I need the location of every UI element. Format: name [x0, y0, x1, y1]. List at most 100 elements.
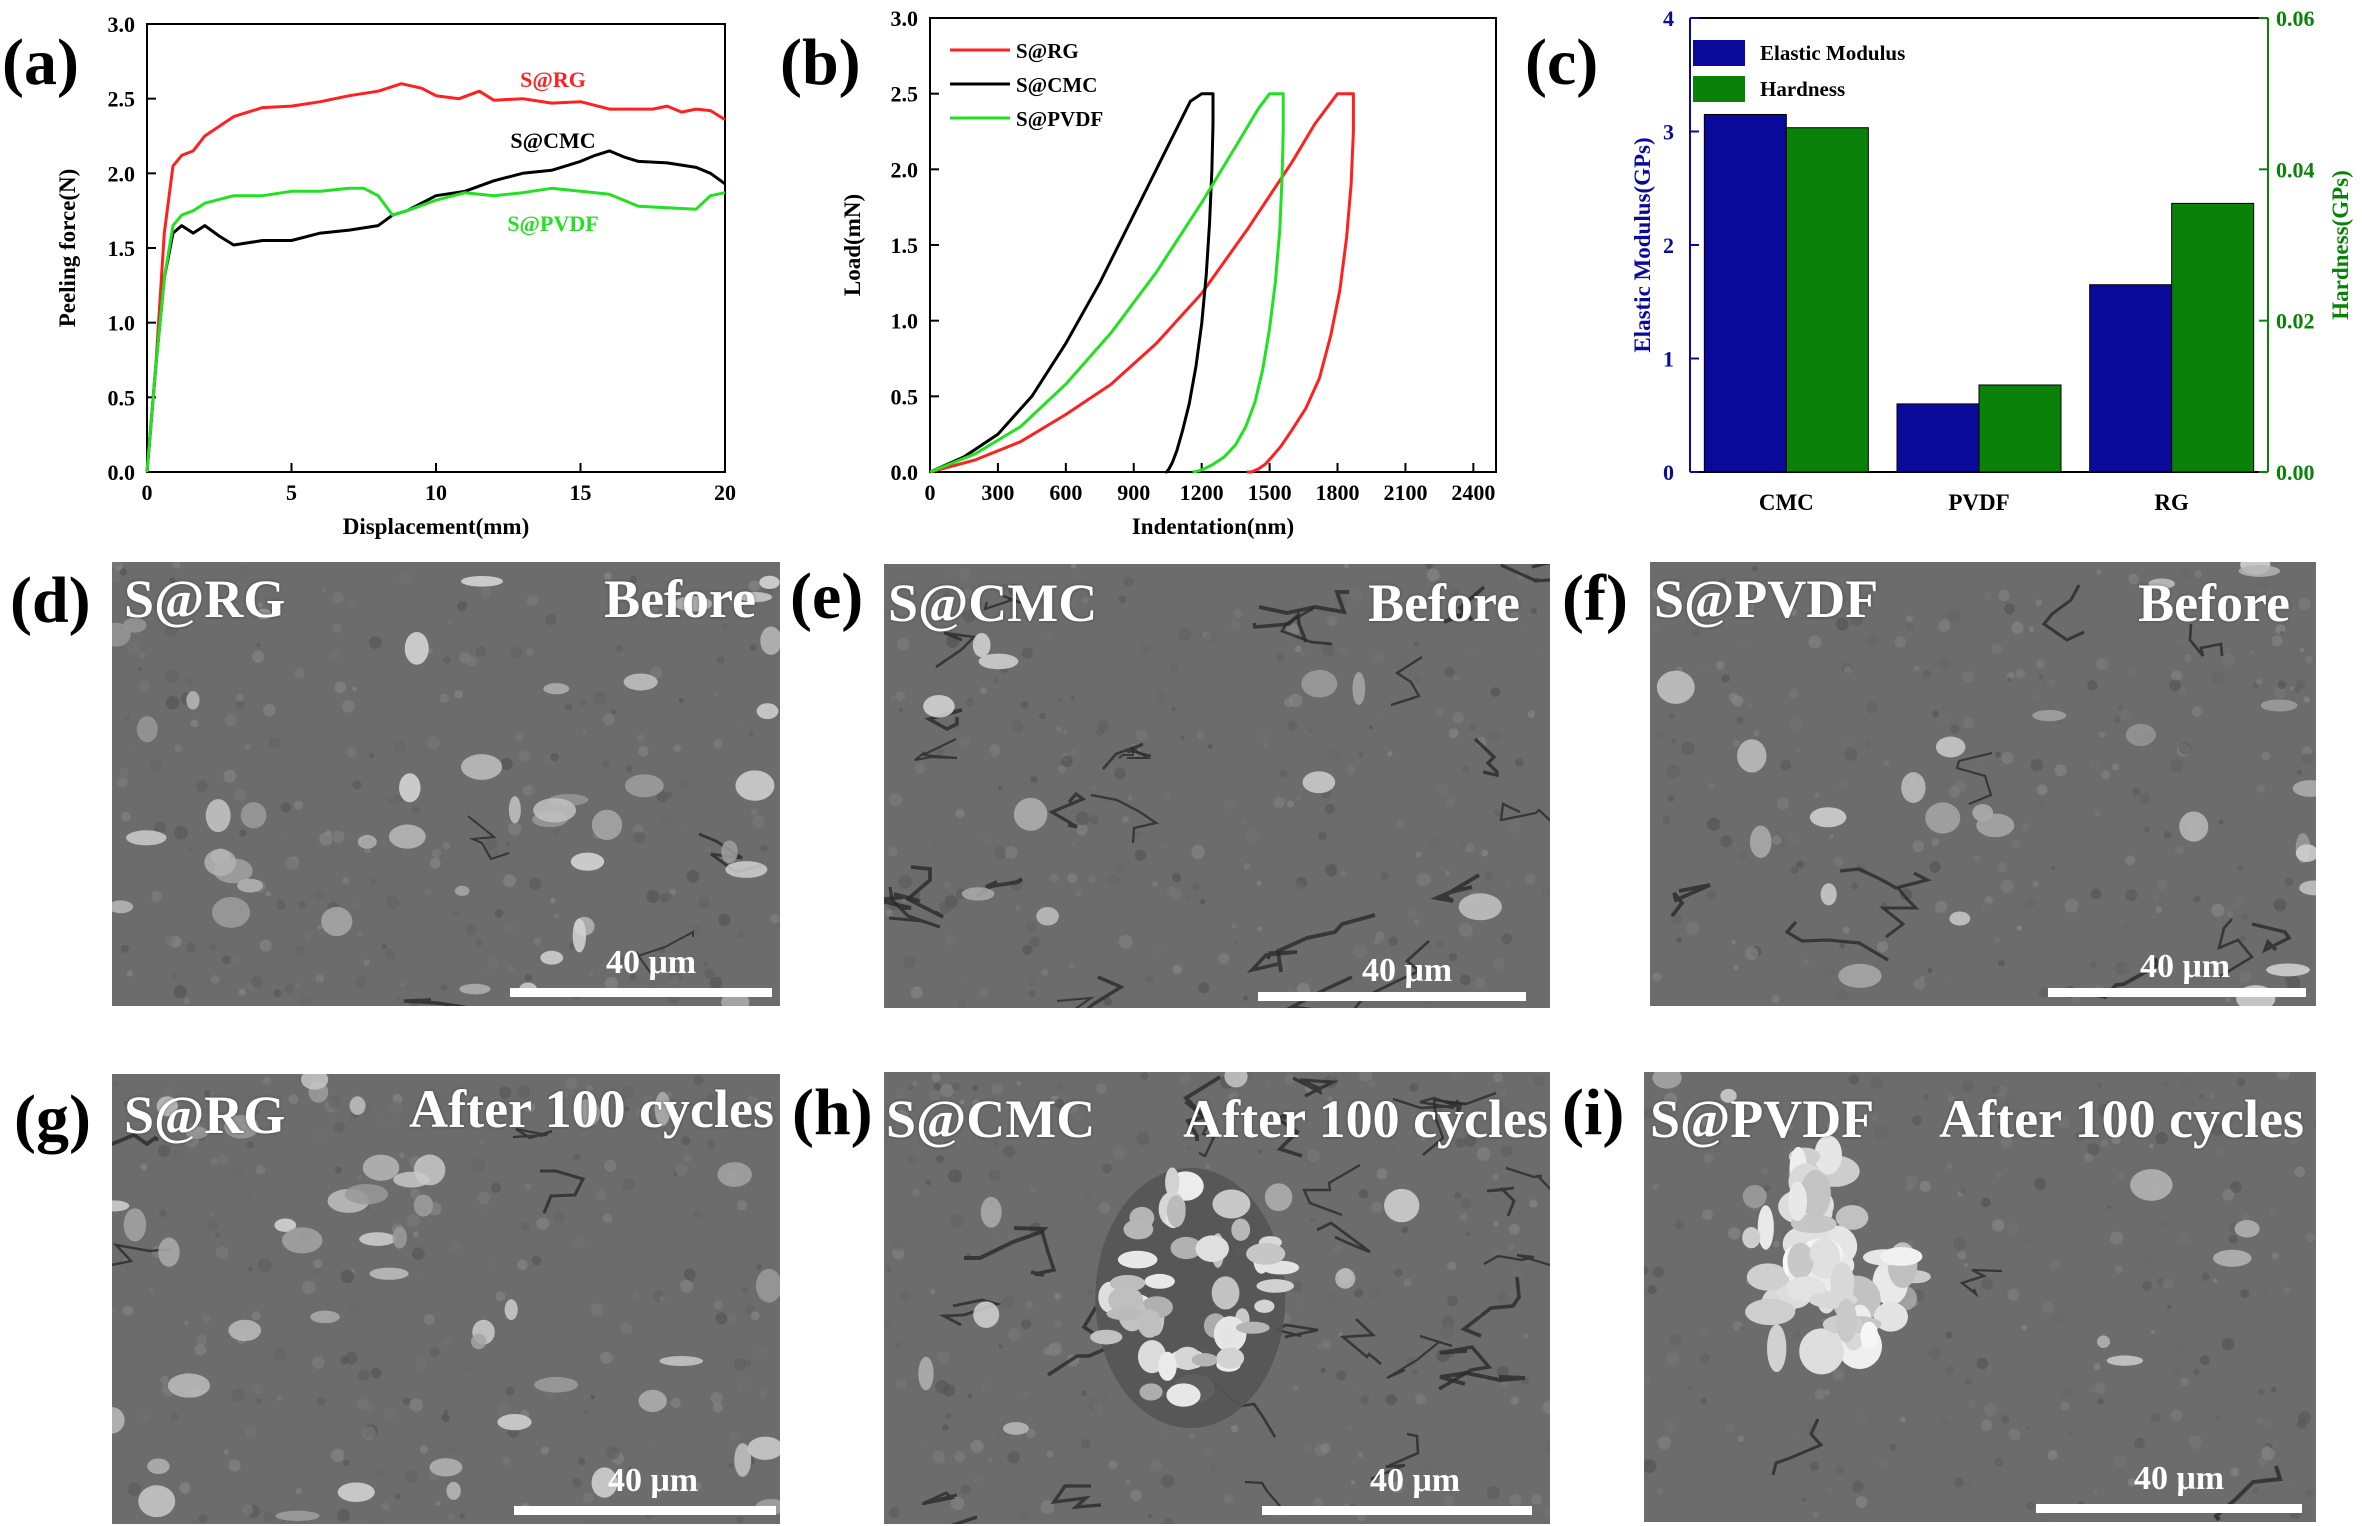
sem-grain — [1001, 583, 1009, 590]
sem-grain — [1007, 1232, 1017, 1242]
sem-image-d: S@RG Before 40 μm — [112, 562, 780, 1006]
sem-grain — [1931, 838, 1940, 847]
sem-grain — [935, 1379, 949, 1394]
sem-grain — [1130, 1489, 1143, 1502]
sem-grain — [1445, 797, 1455, 807]
sem-grain — [2301, 753, 2314, 765]
sem-grain — [1224, 800, 1235, 811]
sem-grain — [1154, 945, 1164, 956]
sem-grain — [1189, 1432, 1195, 1439]
sem-grain — [244, 743, 251, 751]
sem-grain — [1388, 936, 1398, 947]
sem-grain — [2169, 679, 2182, 692]
sem-grain — [1172, 964, 1182, 974]
sem-grain — [256, 1398, 262, 1404]
sem-grain — [729, 1430, 741, 1443]
sem-grain — [2263, 1421, 2270, 1428]
sem-particle — [167, 1373, 211, 1398]
sem-grain — [2239, 970, 2252, 983]
sem-grain — [1465, 1231, 1471, 1237]
sem-grain — [611, 709, 617, 715]
sem-grain — [2227, 1114, 2237, 1124]
sem-grain — [749, 644, 757, 651]
sem-grain — [1905, 615, 1913, 623]
sem-grain — [1135, 729, 1147, 741]
sem-grain — [573, 1235, 587, 1249]
sem-grain — [1906, 1175, 1918, 1187]
sem-grain — [1481, 849, 1489, 857]
sem-grain — [313, 1266, 324, 1277]
sem-grain — [480, 1139, 485, 1144]
sem-debris — [1235, 1321, 1270, 1334]
sem-grain — [2209, 1094, 2214, 1099]
sem-grain — [1652, 588, 1665, 600]
sem-grain — [484, 972, 490, 978]
sem-grain — [343, 1459, 350, 1467]
sem-particle — [461, 754, 503, 780]
sem-grain — [642, 1095, 654, 1107]
sem-grain — [264, 629, 277, 642]
sem-grain — [894, 1110, 909, 1124]
sem-grain — [1691, 1483, 1702, 1494]
sem-image-f: S@PVDF Before 40 μm — [1650, 562, 2316, 1006]
sem-grain — [251, 1310, 261, 1321]
sem-grain — [1644, 1107, 1655, 1119]
x-category-label: PVDF — [1948, 490, 2009, 515]
sem-grain — [452, 909, 459, 916]
sem-grain — [334, 681, 347, 694]
sem-grain — [1354, 1288, 1364, 1298]
sem-grain — [756, 1346, 769, 1359]
sem-particle — [1901, 772, 1926, 803]
sem-grain — [2256, 796, 2264, 804]
sem-grain — [1928, 1346, 1942, 1360]
sem-particle — [136, 716, 158, 743]
sem-grain — [1171, 872, 1182, 883]
sem-grain — [304, 933, 312, 941]
sem-grain — [646, 889, 660, 904]
sem-grain — [259, 939, 272, 952]
sem-particle — [1036, 906, 1059, 926]
legend-label: Hardness — [1760, 77, 1845, 101]
sem-debris — [1742, 1227, 1761, 1249]
sem-grain — [487, 957, 499, 969]
sem-grain — [252, 1384, 262, 1395]
sem-texture — [884, 564, 1550, 1008]
sem-grain — [1492, 957, 1505, 971]
sem-particle — [1302, 771, 1336, 794]
sem-grain — [1843, 747, 1858, 761]
y2-tick-label: 0.02 — [2276, 309, 2315, 334]
sem-grain — [1542, 1400, 1550, 1415]
sem-particle — [1838, 963, 1882, 988]
sem-grain — [446, 618, 454, 625]
curve-annotation: S@CMC — [510, 128, 595, 153]
sem-grain — [967, 1393, 973, 1399]
sem-grain — [1057, 697, 1063, 703]
sem-debris — [1790, 1214, 1837, 1234]
sem-grain — [2250, 650, 2255, 656]
sem-particle — [508, 796, 521, 824]
y-tick-label: 3.0 — [108, 12, 136, 37]
legend-swatch — [1693, 40, 1745, 66]
sem-grain — [2089, 1386, 2097, 1394]
sem-grain — [2218, 819, 2224, 825]
sem-grain — [439, 693, 449, 704]
sem-texture — [1644, 1072, 2316, 1522]
sem-grain — [525, 648, 534, 657]
sem-grain — [1763, 1184, 1771, 1192]
sem-grain — [1984, 591, 1993, 600]
sem-grain — [728, 1463, 734, 1468]
sem-grain — [653, 1443, 659, 1449]
sem-state-label: Before — [2138, 573, 2290, 633]
sem-grain — [2047, 678, 2055, 687]
sem-grain — [1461, 1198, 1472, 1209]
sem-grain — [1413, 674, 1422, 683]
series-line-s-pvdf — [929, 92, 1285, 474]
sem-grain — [1291, 1281, 1303, 1293]
sem-grain — [962, 609, 976, 623]
sem-debris — [1256, 1279, 1295, 1293]
sem-grain — [2113, 715, 2121, 723]
sem-grain — [595, 1189, 607, 1201]
sem-grain — [1279, 769, 1288, 778]
sem-crack — [1047, 1306, 1116, 1377]
sem-grain — [2224, 647, 2230, 653]
